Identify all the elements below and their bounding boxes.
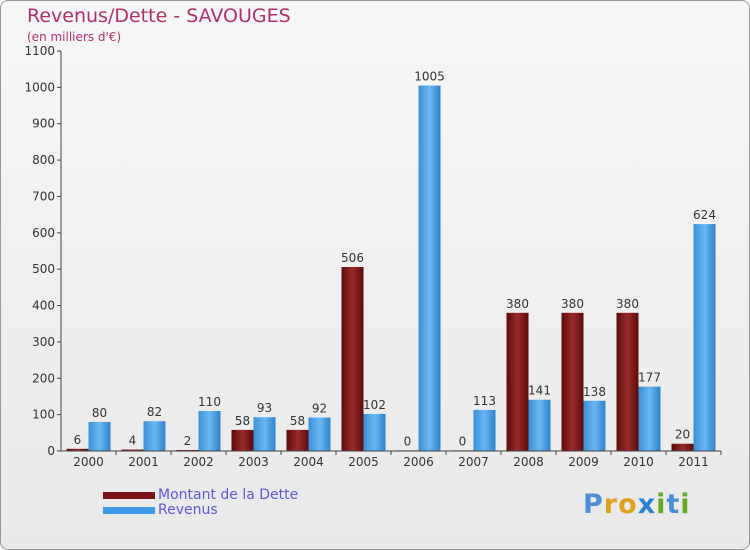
- x-axis: 2000 2001 2002 2003 2004 2005 2006 2007 2008 2009…: [61, 450, 722, 469]
- y-tick-label: 200: [32, 371, 55, 385]
- chart-title: Revenus/Dette - SAVOUGES: [27, 5, 291, 27]
- y-tick-label: 600: [32, 226, 55, 240]
- data-label: 380: [506, 297, 529, 311]
- legend-label-revenus: Revenus: [158, 502, 218, 518]
- data-label: 113: [473, 394, 496, 408]
- bar-revenus: [528, 399, 551, 451]
- data-label: 80: [92, 406, 107, 420]
- bar-dette: [616, 312, 639, 451]
- y-axis: 0 100 200 300 400 500 600 700 800 900 1000 1100: [24, 44, 62, 458]
- y-tick-label: 500: [32, 262, 55, 276]
- x-tick-label: 2003: [238, 455, 269, 469]
- bar-revenus: [198, 411, 221, 451]
- x-tick-label: 2001: [128, 455, 159, 469]
- data-label: 0: [459, 434, 467, 448]
- x-tick-label: 2011: [678, 455, 709, 469]
- data-label: 0: [404, 434, 412, 448]
- logo-letter: o: [618, 489, 638, 520]
- y-tick-label: 1100: [24, 44, 55, 58]
- bar-dette: [231, 429, 254, 451]
- logo-letter: P: [583, 489, 604, 520]
- y-tick-label: 700: [32, 189, 55, 203]
- y-tick-label: 300: [32, 335, 55, 349]
- bar-revenus: [308, 417, 331, 451]
- x-tick-label: 2004: [293, 455, 324, 469]
- data-label: 380: [616, 297, 639, 311]
- bar-revenus: [583, 400, 606, 451]
- legend-swatch-debt: [103, 491, 155, 499]
- data-label: 58: [290, 414, 305, 428]
- bar-dette: [121, 449, 144, 451]
- bar-revenus: [473, 409, 496, 451]
- x-tick-label: 2007: [458, 455, 489, 469]
- data-label: 506: [341, 251, 364, 265]
- bar-dette: [286, 429, 309, 451]
- legend-item-revenus: Revenus: [103, 502, 218, 518]
- x-tick-label: 2008: [513, 455, 544, 469]
- logo-letter: i: [680, 489, 691, 520]
- logo-letter: r: [603, 489, 619, 520]
- data-label: 58: [235, 414, 250, 428]
- bar-revenus: [418, 85, 441, 451]
- logo-letter: t: [666, 489, 681, 520]
- bar-dette: [506, 312, 529, 451]
- data-label: 93: [257, 401, 272, 415]
- bar-revenus: [638, 386, 661, 451]
- bar-revenus: [693, 224, 716, 451]
- y-tick-label: 0: [47, 444, 55, 458]
- bar-dette: [66, 448, 89, 451]
- data-label: 4: [129, 434, 137, 448]
- x-tick-label: 2000: [73, 455, 104, 469]
- data-label: 6: [74, 433, 82, 447]
- logo-letter: x: [637, 489, 657, 520]
- bar-revenus: [363, 413, 386, 451]
- logo-letter: i: [656, 489, 667, 520]
- proxiti-logo: Proxiti: [583, 489, 691, 520]
- y-tick-label: 400: [32, 299, 55, 313]
- data-label: 20: [675, 428, 690, 442]
- data-label: 380: [561, 297, 584, 311]
- data-label: 92: [312, 402, 327, 416]
- x-tick-label: 2010: [623, 455, 654, 469]
- data-label: 1005: [414, 70, 445, 84]
- bars: 6 80 4 82 2 110 58 93 58 92 506 102 0 1005 0 113 380 141 3…: [66, 70, 716, 451]
- data-label: 2: [184, 434, 192, 448]
- data-label: 177: [638, 371, 661, 385]
- data-label: 141: [528, 384, 551, 398]
- bar-dette: [341, 267, 364, 451]
- bar-dette: [671, 443, 694, 451]
- data-label: 102: [363, 398, 386, 412]
- chart-subtitle: (en milliers d'€): [27, 30, 122, 44]
- x-tick-label: 2002: [183, 455, 214, 469]
- y-tick-label: 100: [32, 408, 55, 422]
- x-tick-label: 2009: [568, 455, 599, 469]
- legend-label-debt: Montant de la Dette: [158, 487, 299, 503]
- data-label: 110: [198, 395, 221, 409]
- data-label: 624: [693, 208, 716, 222]
- y-tick-label: 900: [32, 117, 55, 131]
- y-tick-label: 1000: [24, 80, 55, 94]
- legend-swatch-revenus: [103, 506, 155, 514]
- y-tick-label: 800: [32, 153, 55, 167]
- x-tick-label: 2006: [403, 455, 434, 469]
- data-label: 82: [147, 405, 162, 419]
- x-tick-label: 2005: [348, 455, 379, 469]
- bar-dette: [561, 312, 584, 451]
- bar-revenus: [88, 421, 111, 451]
- legend-item-debt: Montant de la Dette: [103, 487, 298, 503]
- data-label: 138: [583, 385, 606, 399]
- bar-revenus: [143, 421, 166, 451]
- bar-revenus: [253, 417, 276, 451]
